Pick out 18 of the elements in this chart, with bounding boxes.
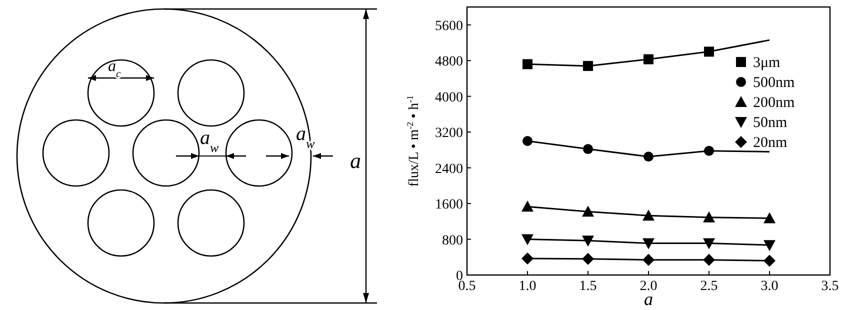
y-tick-label: 3200: [435, 126, 463, 142]
y-tick-label: 5600: [435, 18, 463, 34]
x-tick-label: 3.0: [760, 279, 778, 294]
legend-label: 20nm: [753, 135, 788, 151]
x-tick-label: 1.0: [518, 279, 536, 294]
x-tick-label: 2.5: [700, 279, 718, 294]
x-tick-label: 1.5: [579, 279, 597, 294]
y-tick-label: 2400: [435, 162, 463, 177]
y-tick-label: 800: [442, 233, 463, 248]
y-tick-label: 4800: [435, 54, 463, 70]
y-tick-label: 4000: [435, 90, 463, 106]
x-tick-label: 3.5: [821, 279, 839, 294]
legend-label: 200nm: [753, 95, 795, 111]
y-tick-label: 1600: [435, 198, 463, 213]
x-tick-label: 0.5: [458, 279, 476, 294]
legend-label: 3μm: [753, 55, 781, 71]
legend-label: 500nm: [753, 75, 795, 91]
legend-label: 50nm: [753, 115, 788, 131]
